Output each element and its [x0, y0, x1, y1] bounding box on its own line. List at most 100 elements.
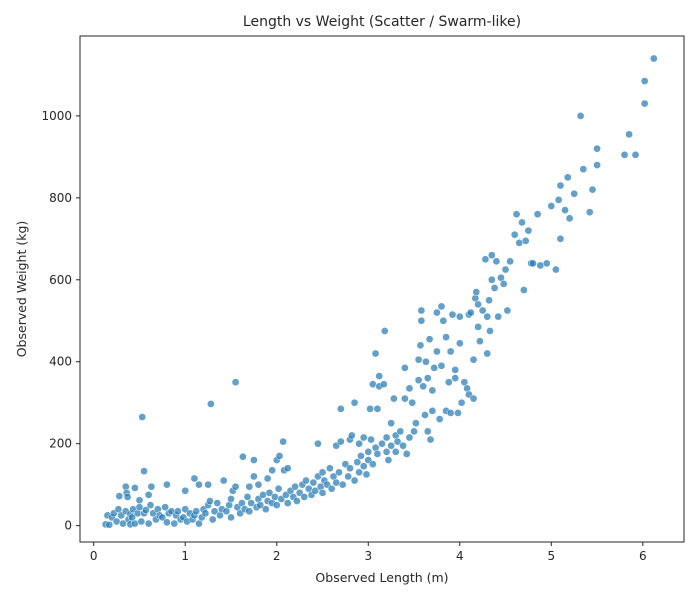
data-point [115, 492, 124, 500]
data-point [437, 361, 446, 370]
data-point [268, 466, 277, 475]
data-point [481, 255, 490, 264]
data-point [384, 456, 393, 464]
data-point [192, 507, 201, 516]
data-point [318, 468, 327, 477]
data-point [336, 404, 345, 413]
x-tick-label: 0 [90, 549, 98, 563]
data-point [135, 496, 144, 505]
data-point [401, 364, 409, 372]
data-point [227, 495, 235, 503]
data-point [625, 130, 633, 139]
data-point [402, 450, 411, 458]
data-point [208, 515, 217, 524]
data-point [195, 480, 203, 489]
data-point [486, 327, 494, 335]
data-point [300, 493, 309, 501]
data-point [430, 364, 439, 372]
data-point [529, 259, 537, 268]
y-tick-label: 0 [64, 519, 72, 533]
data-point [283, 499, 292, 507]
data-point [256, 501, 265, 509]
data-point [451, 366, 460, 374]
data-point [181, 486, 190, 495]
data-point [640, 77, 649, 85]
data-point [446, 409, 455, 417]
data-point [536, 261, 545, 270]
data-point [576, 112, 585, 120]
data-point [261, 505, 270, 514]
data-point [565, 214, 574, 223]
data-point [547, 202, 556, 210]
data-point [375, 372, 384, 380]
data-point [105, 520, 114, 529]
data-point [123, 493, 132, 501]
data-point [367, 435, 375, 444]
data-point [364, 448, 373, 456]
data-point [350, 476, 359, 485]
data-point [332, 478, 341, 487]
data-point [457, 398, 466, 407]
data-point [355, 439, 363, 448]
data-point [231, 482, 240, 491]
data-point [448, 310, 457, 319]
data-point [250, 472, 258, 481]
data-point [521, 237, 530, 245]
data-point [231, 378, 240, 387]
data-point [515, 239, 524, 247]
data-point [524, 226, 533, 235]
data-point [274, 484, 283, 493]
data-point [469, 355, 478, 364]
y-axis-ticks: 0 200 400 600 800 1000 [41, 109, 80, 533]
data-point [455, 312, 464, 321]
data-point [272, 501, 281, 509]
y-tick-label: 600 [49, 273, 72, 287]
data-point [373, 404, 382, 413]
data-point [271, 493, 279, 501]
y-tick-label: 400 [49, 355, 72, 369]
data-point [265, 488, 274, 497]
data-point [137, 517, 146, 526]
data-point [417, 306, 426, 315]
data-point [483, 349, 492, 358]
data-point [135, 503, 144, 512]
data-point [283, 464, 292, 473]
data-point [483, 312, 492, 321]
data-point [254, 480, 263, 489]
x-tick-label: 6 [639, 549, 647, 563]
data-point [347, 431, 356, 440]
data-point [355, 468, 363, 477]
data-point [350, 398, 359, 407]
data-point [373, 450, 382, 458]
data-point [433, 347, 441, 356]
data-point [353, 458, 362, 466]
data-point [174, 507, 182, 516]
data-point [579, 165, 588, 174]
data-point [382, 448, 391, 456]
data-point [435, 415, 444, 423]
data-point [131, 484, 139, 492]
data-point [311, 486, 320, 495]
data-point [142, 506, 150, 514]
data-point [279, 437, 288, 446]
data-point [336, 437, 345, 446]
data-point [140, 467, 148, 475]
data-points [101, 54, 658, 529]
data-point [506, 257, 514, 266]
data-point [131, 519, 139, 528]
data-point [451, 374, 460, 382]
data-point [245, 507, 254, 516]
data-point [405, 384, 414, 393]
data-point [239, 452, 247, 461]
data-point [318, 488, 327, 497]
data-point [454, 409, 462, 417]
data-point [314, 439, 322, 448]
x-tick-label: 5 [547, 549, 555, 563]
data-point [494, 312, 503, 321]
data-point [425, 335, 434, 344]
data-point [245, 482, 254, 491]
data-point [428, 386, 437, 395]
data-point [259, 491, 267, 499]
data-point [379, 380, 388, 389]
